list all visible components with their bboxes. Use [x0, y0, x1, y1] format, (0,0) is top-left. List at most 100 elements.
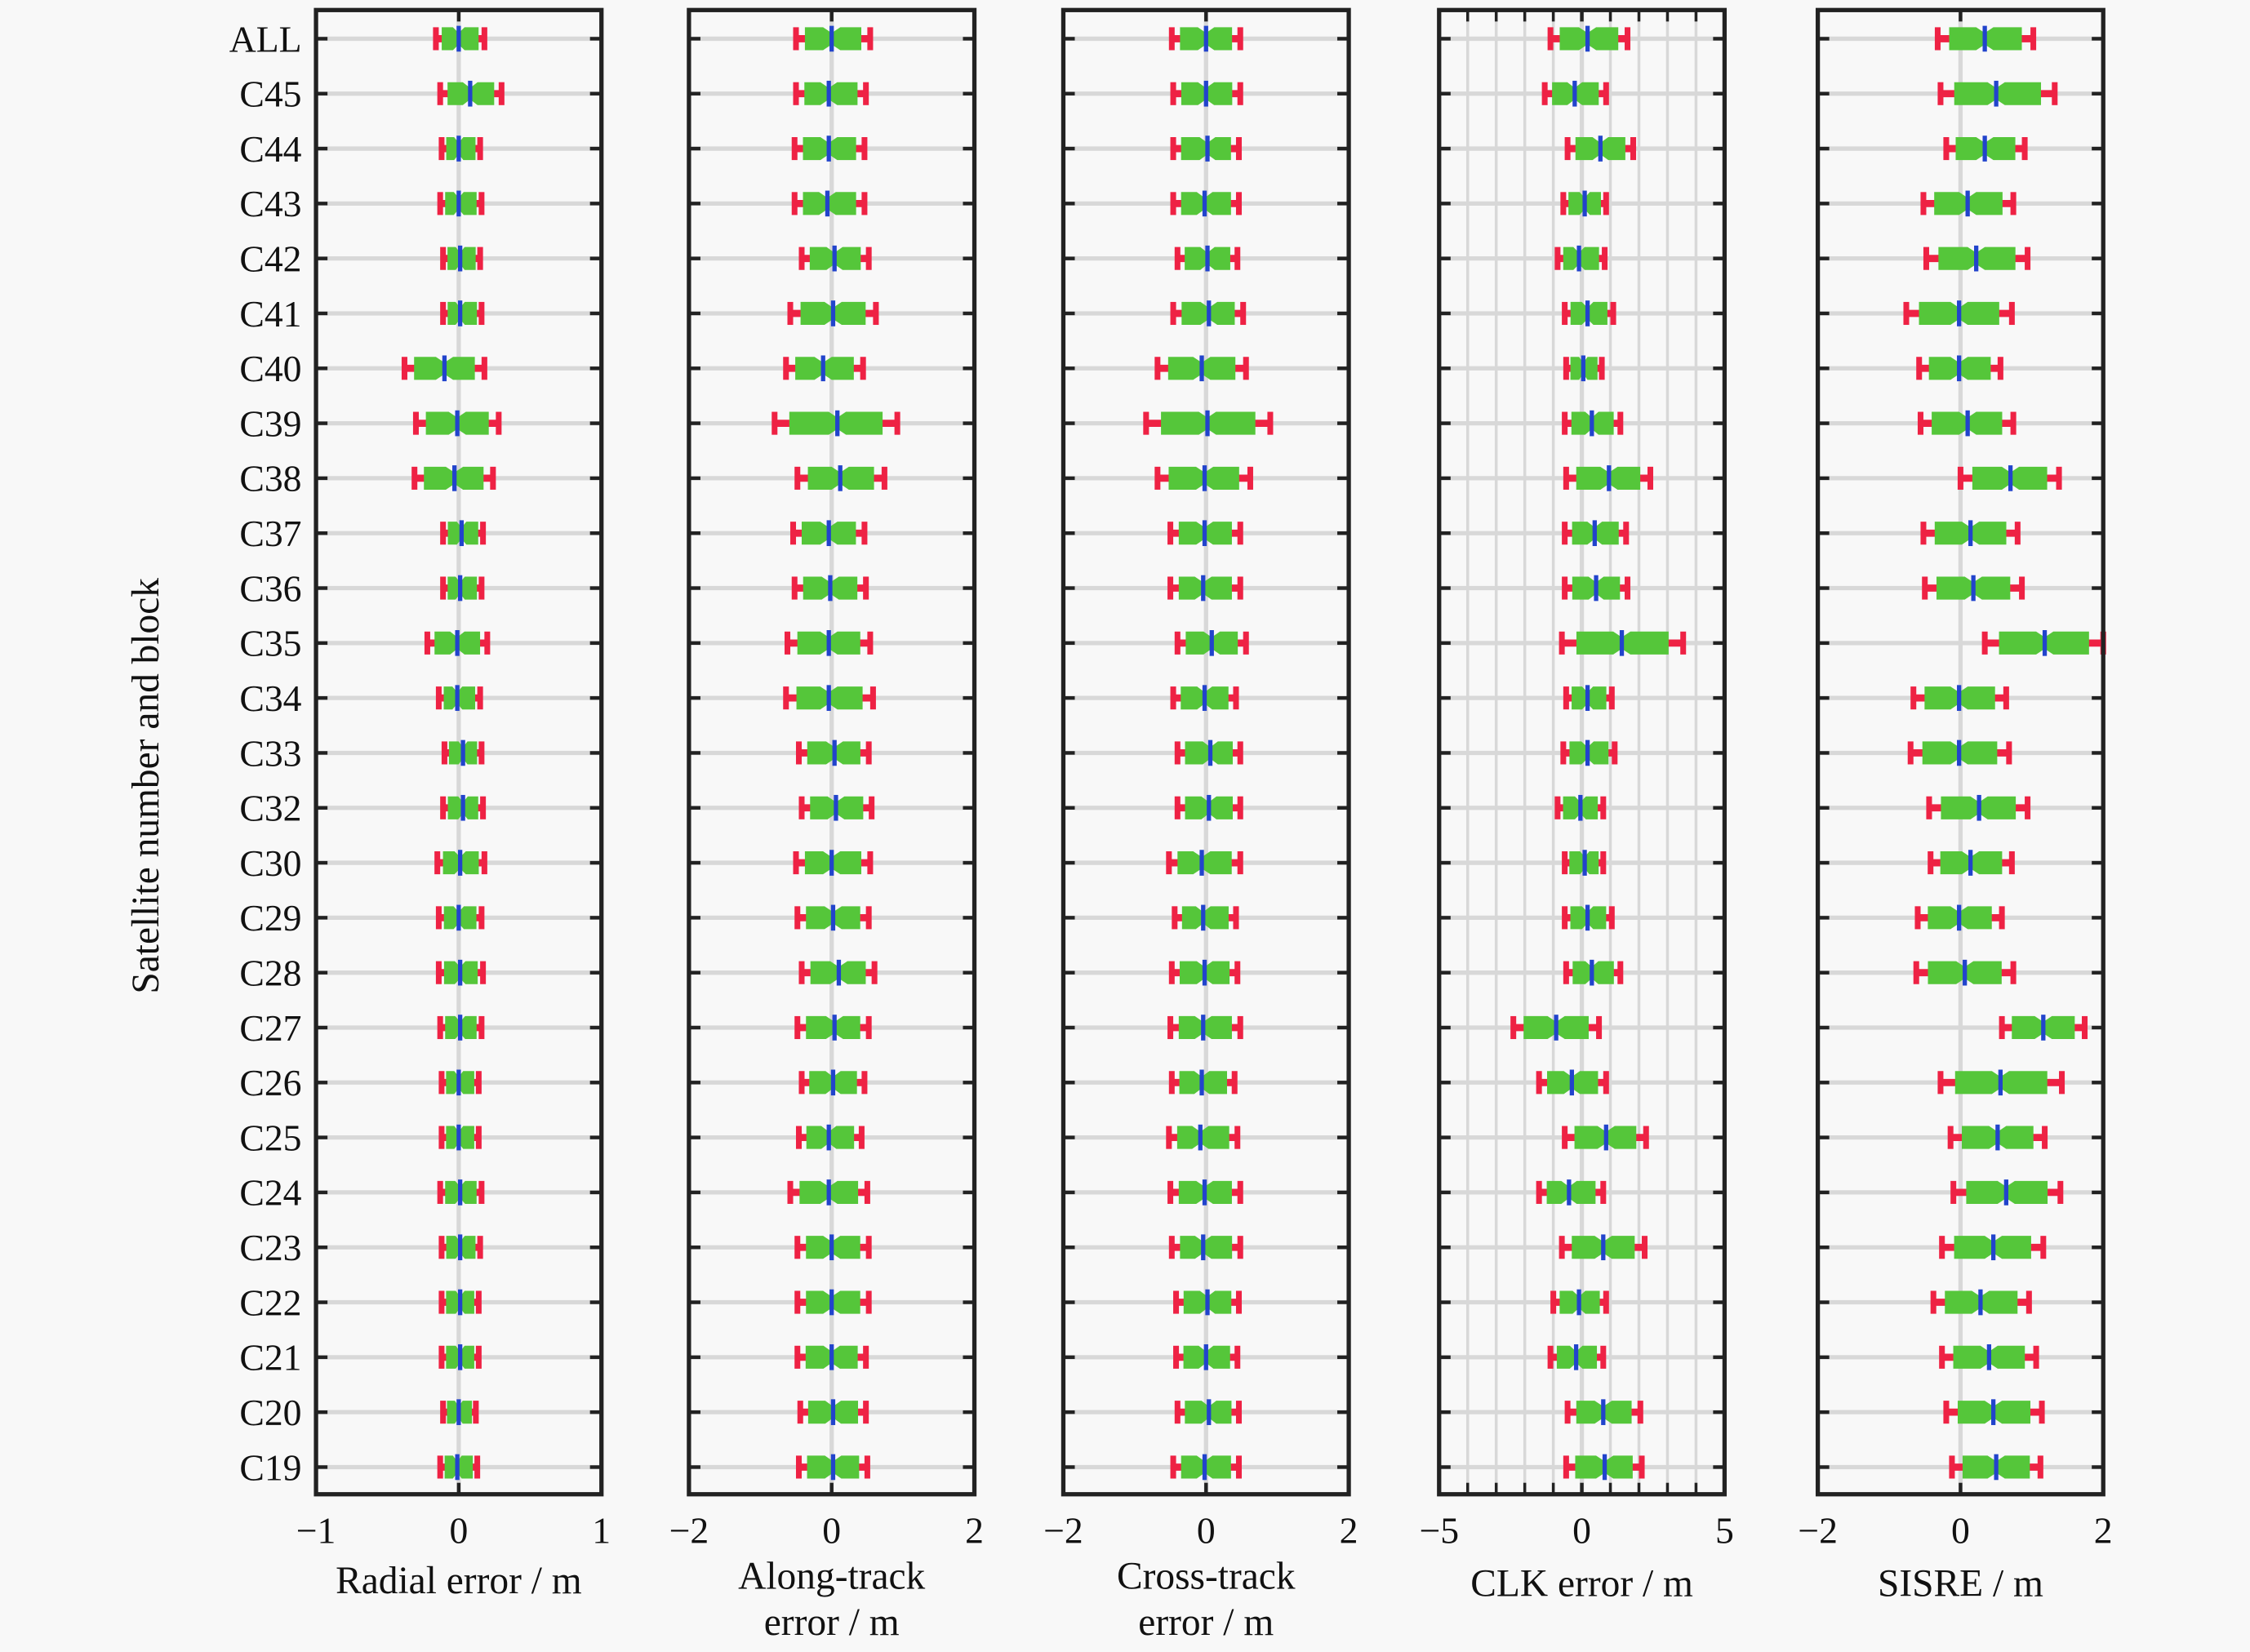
category-label: C37 [239, 513, 301, 554]
x-axis-label: Along-track [738, 1556, 925, 1598]
box-C23 [1559, 1234, 1648, 1261]
box-C44 [1564, 135, 1637, 162]
x-axis-label: error / m [764, 1601, 900, 1644]
box-C35 [1174, 630, 1249, 656]
box-C33 [1907, 739, 2012, 766]
box-C45 [1541, 80, 1609, 107]
box-C36 [440, 575, 485, 602]
box-C26 [438, 1069, 482, 1096]
category-label: C22 [239, 1281, 301, 1323]
box-C45 [1937, 80, 2058, 107]
box-C40 [1154, 355, 1249, 382]
category-label: C19 [239, 1446, 301, 1488]
box-C33 [1174, 739, 1243, 766]
box-C25 [795, 1124, 865, 1151]
box-C44 [1170, 135, 1242, 162]
box-C19 [1949, 1454, 2043, 1481]
box-ALL [1547, 25, 1631, 52]
box-C27 [794, 1015, 872, 1041]
box-C40 [1916, 355, 2003, 382]
box-C27 [1167, 1015, 1243, 1041]
category-label: C29 [239, 897, 301, 939]
box-C43 [1170, 190, 1242, 217]
category-label: C30 [239, 842, 301, 884]
category-label: C36 [239, 567, 301, 609]
box-C37 [1562, 520, 1630, 547]
panel-4: −5 0 5 CLK error / m [1419, 7, 1734, 1605]
box-C20 [440, 1399, 479, 1425]
box-C22 [438, 1289, 482, 1316]
x-axis-label: CLK error / m [1470, 1562, 1693, 1605]
box-C24 [787, 1179, 870, 1206]
box-ALL [1168, 25, 1243, 52]
box-C25 [1562, 1124, 1649, 1151]
x-tick-label: 0 [449, 1509, 468, 1551]
box-C30 [793, 850, 874, 876]
category-label: C35 [239, 623, 301, 664]
box-C36 [1167, 575, 1243, 602]
box-C35 [1981, 630, 2106, 656]
box-C29 [1914, 904, 2005, 931]
category-label: C20 [239, 1392, 301, 1433]
box-ALL [1934, 25, 2037, 52]
box-C35 [424, 630, 491, 656]
box-C38 [1563, 465, 1654, 491]
category-label: C42 [239, 238, 301, 279]
category-label: C27 [239, 1007, 301, 1049]
box-C29 [435, 904, 485, 931]
box-C25 [438, 1124, 482, 1151]
box-C43 [1920, 190, 2017, 217]
box-C27 [1999, 1015, 2088, 1041]
box-C23 [794, 1234, 872, 1261]
box-C43 [791, 190, 868, 217]
box-C29 [1562, 904, 1615, 931]
box-C42 [798, 245, 872, 272]
box-C45 [793, 80, 869, 107]
panel-frame [1815, 7, 2105, 1497]
box-C37 [789, 520, 868, 547]
x-tick-label: 2 [965, 1509, 984, 1551]
x-tick-label: 2 [2094, 1509, 2113, 1551]
box-C21 [794, 1344, 869, 1370]
box-C38 [411, 465, 496, 491]
category-label: C24 [239, 1172, 301, 1214]
box-C35 [1559, 630, 1687, 656]
box-C41 [1903, 300, 2015, 326]
category-label: C23 [239, 1227, 301, 1268]
category-label: ALL [229, 18, 302, 60]
box-C39 [1917, 410, 2017, 437]
box-C36 [1922, 575, 2025, 602]
box-C42 [440, 245, 483, 272]
box-C32 [798, 794, 875, 821]
x-axis-label: Radial error / m [336, 1560, 582, 1602]
x-tick-label: 0 [1951, 1509, 1970, 1551]
category-label: C38 [239, 458, 301, 500]
box-C19 [1563, 1454, 1645, 1481]
box-C30 [1562, 850, 1607, 876]
x-tick-label: −2 [1798, 1509, 1838, 1551]
box-C21 [438, 1344, 482, 1370]
box-C43 [437, 190, 485, 217]
box [1177, 851, 1232, 875]
box-C42 [1554, 245, 1608, 272]
box-C33 [1560, 739, 1618, 766]
x-tick-label: 2 [1340, 1509, 1358, 1551]
category-label: C33 [239, 732, 301, 774]
box-C24 [1536, 1179, 1607, 1206]
box-C37 [440, 520, 487, 547]
box-C29 [1172, 904, 1239, 931]
x-tick-label: 1 [592, 1509, 611, 1551]
box-C32 [1174, 794, 1243, 821]
category-label: C32 [239, 788, 301, 829]
box-C25 [1947, 1124, 2048, 1151]
box-C19 [437, 1454, 481, 1481]
box-C26 [798, 1069, 868, 1096]
panel-frame [313, 7, 604, 1497]
category-label: C43 [239, 183, 301, 224]
box-C38 [794, 465, 887, 491]
box-C40 [401, 355, 487, 382]
box-C23 [1168, 1234, 1243, 1261]
panel-frame [1437, 7, 1728, 1497]
box-C41 [787, 300, 879, 326]
